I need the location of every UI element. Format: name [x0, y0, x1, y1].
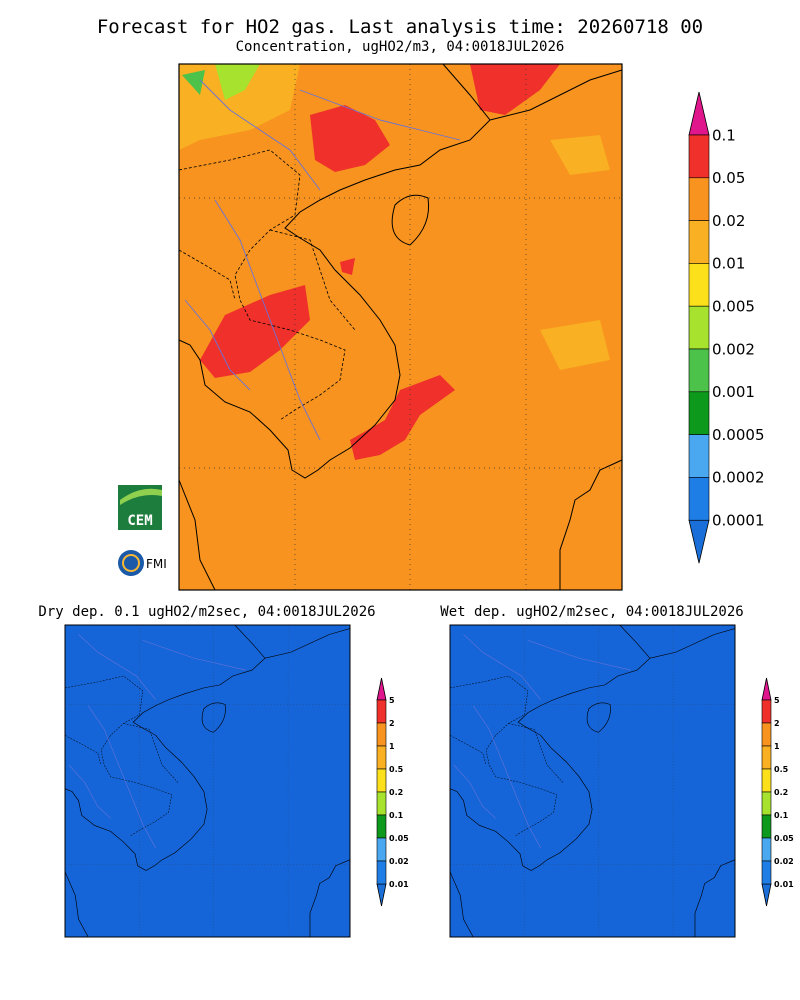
colorbar-label: 0.2: [774, 788, 788, 797]
colorbar-label: 0.01: [774, 880, 794, 889]
colorbar-label: 0.1: [389, 811, 404, 820]
colorbar-segment: [761, 837, 772, 862]
colorbar-under: [376, 883, 387, 907]
colorbar-label: 0.05: [774, 834, 794, 843]
colorbar-segment: [761, 699, 772, 724]
field-patch: [215, 64, 260, 100]
title: Forecast for HO2 gas. Last analysis time…: [97, 16, 703, 38]
colorbar-segment: [761, 745, 772, 770]
map-frame: [178, 63, 623, 591]
field-patch: [200, 285, 310, 378]
colorbar-segment: [688, 263, 710, 307]
field-patch: [470, 64, 560, 115]
colorbar-segment: [688, 434, 710, 478]
colorbar-segment: [376, 745, 387, 770]
dry-dep-panel: Dry dep. 0.1 ugHO2/m2sec, 04:0018JUL2026: [38, 604, 376, 938]
colorbar-under: [761, 883, 772, 907]
colorbar-over: [376, 677, 387, 701]
colorbar-segment: [688, 391, 710, 435]
subtitle: Concentration, ugHO2/m3, 04:0018JUL2026: [236, 39, 565, 55]
colorbar-label: 0.002: [712, 340, 755, 358]
colorbar-label: 0.02: [712, 212, 745, 230]
colorbar-label: 5: [389, 696, 395, 705]
panel-title: Wet dep. ugHO2/m2sec, 04:0018JUL2026: [440, 604, 743, 620]
colorbar-label: 1: [389, 742, 395, 751]
colorbar-label: 0.1: [712, 126, 736, 144]
colorbar-segment: [761, 768, 772, 793]
colorbar-segment: [688, 134, 710, 179]
colorbar-label: 2: [774, 719, 780, 728]
colorbar-label: 0.0005: [712, 426, 765, 444]
colorbar-segment: [761, 722, 772, 747]
colorbar-segment: [761, 791, 772, 816]
colorbar-segment: [761, 814, 772, 839]
colorbar-label: 0.01: [712, 255, 745, 273]
colorbar-label: 0.5: [774, 765, 789, 774]
colorbar-segment: [688, 348, 710, 393]
colorbar-segment: [376, 699, 387, 724]
field-patch: [310, 105, 390, 172]
panel-title: Dry dep. 0.1 ugHO2/m2sec, 04:0018JUL2026: [38, 604, 375, 620]
field-patch: [179, 64, 300, 150]
colorbar-segment: [376, 722, 387, 747]
colorbar-segment: [376, 837, 387, 862]
colorbar-label: 0.2: [389, 788, 403, 797]
colorbar-label: 1: [774, 742, 780, 751]
colorbar-label: 0.5: [389, 765, 404, 774]
field-patch: [340, 258, 355, 275]
colorbar-segment: [688, 177, 710, 221]
colorbar-segment: [376, 768, 387, 793]
field-patch: [550, 135, 610, 175]
colorbar-segment: [761, 860, 772, 885]
colorbar-segment: [376, 791, 387, 816]
field-patch: [540, 320, 610, 370]
colorbar-segment: [688, 477, 710, 521]
colorbar-label: 0.05: [389, 834, 409, 843]
cem-logo: CEM: [118, 485, 162, 530]
colorbar-segment: [688, 220, 710, 264]
colorbar-label: 0.01: [389, 880, 409, 889]
colorbar-label: 0.0001: [712, 511, 765, 529]
main-map: [178, 63, 623, 591]
colorbar-label: 0.0002: [712, 469, 765, 487]
cem-text: CEM: [127, 513, 152, 529]
wet-dep-panel: Wet dep. ugHO2/m2sec, 04:0018JUL2026: [440, 604, 744, 938]
field-patch: [182, 70, 205, 95]
colorbar-under: [688, 519, 710, 564]
colorbar-segment: [688, 305, 710, 350]
colorbar-label: 0.005: [712, 297, 755, 315]
colorbar-segment: [376, 814, 387, 839]
colorbar-label: 0.1: [774, 811, 789, 820]
colorbar-label: 0.02: [389, 857, 409, 866]
fmi-text: FMI: [146, 557, 167, 571]
colorbar-over: [688, 91, 710, 136]
colorbar-label: 5: [774, 696, 780, 705]
colorbar-label: 0.05: [712, 169, 745, 187]
field-patch: [350, 375, 455, 460]
colorbar-label: 2: [389, 719, 395, 728]
fmi-logo: FMI: [118, 550, 167, 576]
colorbar-label: 0.02: [774, 857, 794, 866]
colorbar-label: 0.001: [712, 383, 755, 401]
colorbar-segment: [376, 860, 387, 885]
colorbar-over: [761, 677, 772, 701]
